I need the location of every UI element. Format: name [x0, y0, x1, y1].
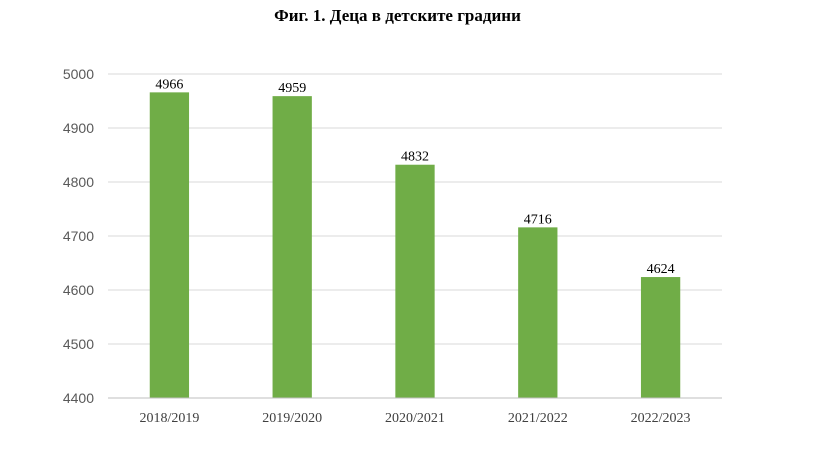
bar-2021-2022 — [518, 227, 558, 398]
y-axis-ticks: 4400 4500 4600 4700 4800 4900 5000 — [63, 66, 94, 406]
x-category-label: 2020/2021 — [385, 411, 445, 426]
y-tick-label: 4900 — [63, 120, 94, 136]
data-labels: 4966 4959 4832 4716 4624 — [155, 77, 674, 277]
x-axis: 2018/2019 2019/2020 2020/2021 2021/2022 2022… — [108, 397, 722, 426]
x-category-label: 2022/2023 — [631, 411, 691, 426]
y-tick-label: 4400 — [63, 390, 94, 406]
bar-2020-2021 — [395, 164, 435, 398]
y-tick-label: 5000 — [63, 66, 94, 82]
x-category-label: 2021/2022 — [508, 411, 568, 426]
bars — [149, 92, 681, 399]
y-tick-label: 4500 — [63, 336, 94, 352]
data-label: 4832 — [401, 150, 429, 165]
data-label: 4966 — [155, 77, 183, 92]
chart-title: Фиг. 1. Деца в детските градини — [274, 6, 521, 25]
x-category-label: 2018/2019 — [139, 411, 199, 426]
data-label: 4624 — [647, 262, 675, 277]
y-tick-label: 4700 — [63, 228, 94, 244]
bar-2022-2023 — [640, 277, 681, 398]
y-tick-label: 4800 — [63, 174, 94, 190]
data-label: 4959 — [278, 81, 306, 96]
bar-2019-2020 — [272, 96, 312, 398]
bar-2018-2019 — [149, 92, 190, 399]
y-tick-label: 4600 — [63, 282, 94, 298]
x-category-label: 2019/2020 — [262, 411, 322, 426]
data-label: 4716 — [524, 212, 552, 227]
